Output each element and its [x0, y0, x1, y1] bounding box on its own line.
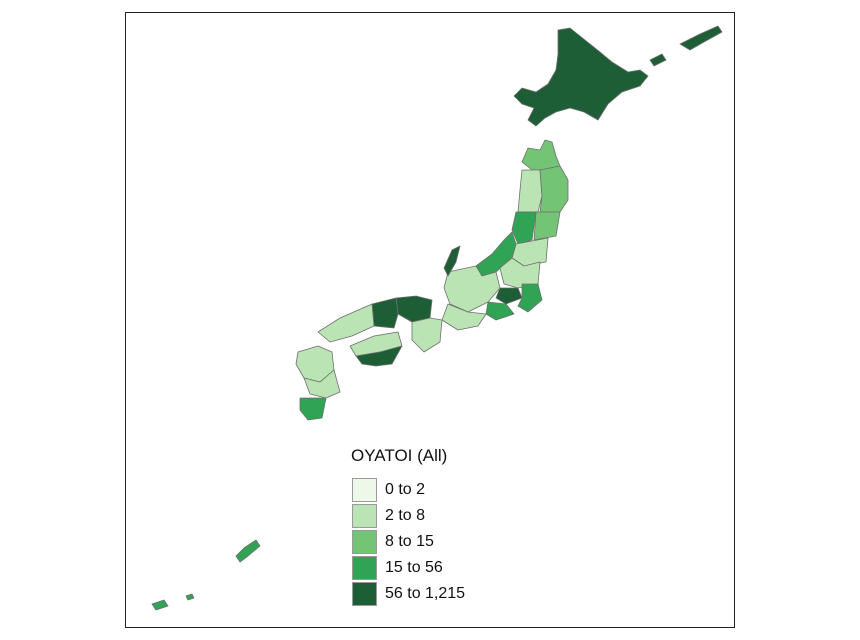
legend-label: 15 to 56 — [385, 559, 443, 576]
region-ishikawa — [443, 245, 461, 277]
legend-item: 56 to 1,215 — [352, 581, 465, 607]
region-kanto-north — [499, 257, 541, 289]
region-kinki-south — [411, 317, 443, 353]
region-kagoshima — [299, 397, 327, 421]
region-kyoto — [395, 295, 433, 323]
region-chugoku — [317, 303, 375, 343]
region-yamagata — [511, 211, 537, 245]
legend-label: 2 to 8 — [385, 507, 426, 524]
legend-item: 15 to 56 — [352, 555, 443, 581]
legend-label: 56 to 1,215 — [385, 585, 466, 602]
region-chiba — [517, 283, 543, 313]
legend-swatch — [352, 504, 377, 528]
legend-item: 8 to 15 — [352, 529, 434, 555]
region-kyushu-middle — [303, 369, 341, 399]
legend-label: 0 to 2 — [385, 481, 426, 498]
region-akita — [517, 169, 543, 213]
region-iwate — [539, 165, 569, 213]
region-tokyo — [495, 287, 523, 305]
legend-title: OYATOI (All) — [351, 446, 448, 465]
legend-item: 2 to 8 — [352, 503, 425, 529]
region-kanagawa — [485, 301, 515, 321]
region-miyagi — [533, 211, 561, 241]
region-okinawa — [151, 539, 261, 611]
region-chubu — [443, 265, 501, 313]
region-aomori — [521, 139, 561, 171]
legend-swatch — [352, 478, 377, 502]
region-hyogo — [371, 297, 399, 329]
legend-swatch — [352, 582, 377, 606]
legend-label: 8 to 15 — [385, 533, 434, 550]
legend-swatch — [352, 530, 377, 554]
region-kochi — [355, 345, 403, 367]
region-hokkaido-islands — [649, 25, 723, 67]
region-hokkaido — [513, 27, 649, 127]
legend-swatch — [352, 556, 377, 580]
legend-item: 0 to 2 — [352, 477, 425, 503]
